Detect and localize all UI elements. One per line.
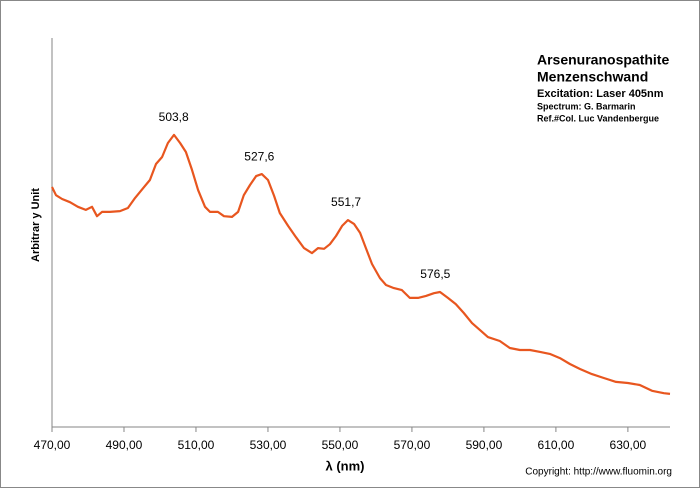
peak-label: 527,6 [244, 149, 274, 163]
x-tick-label: 590,00 [466, 438, 503, 452]
info-line: Spectrum: G. Barmarin [537, 101, 636, 111]
x-tick-label: 550,00 [322, 438, 359, 452]
x-tick-label: 490,00 [106, 438, 143, 452]
info-line: Excitation: Laser 405nm [537, 88, 664, 100]
spectrum-line [51, 133, 671, 395]
x-tick-label: 510,00 [178, 438, 215, 452]
x-axis-label: λ (nm) [326, 458, 365, 473]
peak-label: 576,5 [420, 267, 450, 281]
chart-title: Arsenuranospathite [537, 52, 669, 68]
info-line: Ref.#Col. Luc Vandenbergue [537, 113, 659, 123]
y-axis-label: Arbitrar y Unit [30, 188, 42, 262]
peak-label: 503,8 [159, 110, 189, 124]
chart-subtitle: Menzenschwand [537, 69, 648, 85]
credit: Copyright: http://www.fluomin.org [525, 467, 672, 478]
x-tick-label: 610,00 [538, 438, 575, 452]
x-tick-label: 470,00 [34, 438, 71, 452]
x-tick-label: 530,00 [250, 438, 287, 452]
x-tick-label: 630,00 [610, 438, 647, 452]
x-tick-label: 570,00 [394, 438, 431, 452]
peak-label: 551,7 [331, 195, 361, 209]
